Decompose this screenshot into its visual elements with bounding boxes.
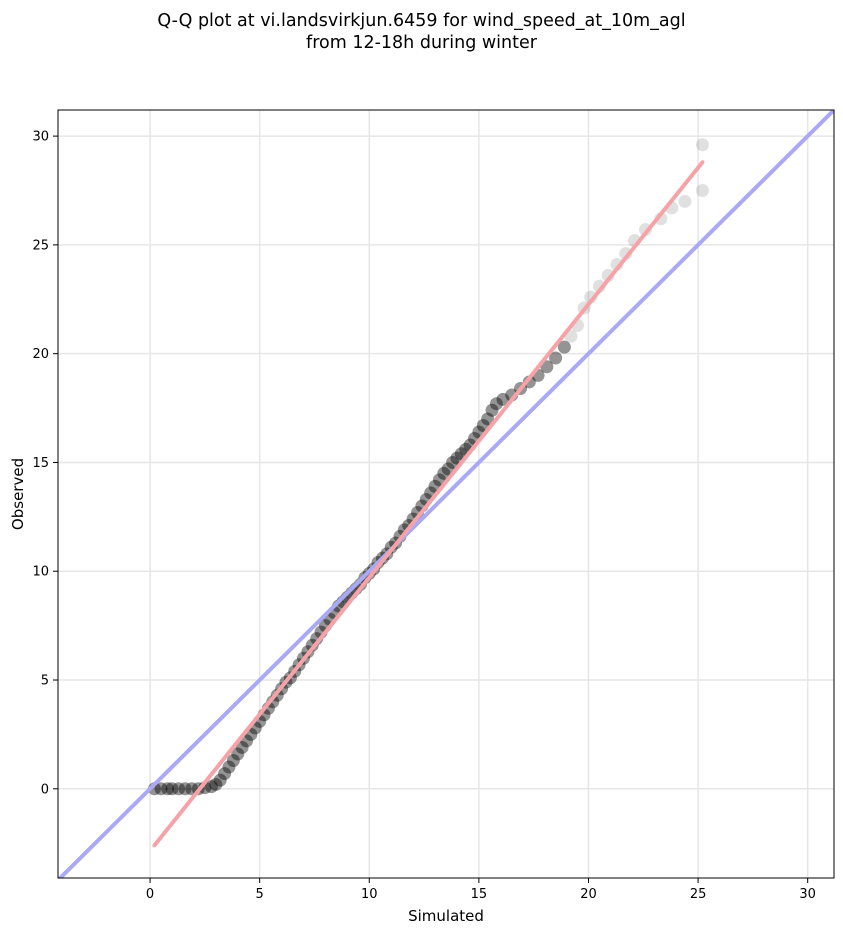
x-tick-label: 10 (361, 887, 378, 902)
data-point (178, 782, 192, 796)
data-point (481, 412, 495, 426)
y-tick-label: 30 (32, 130, 49, 145)
identity-line (58, 110, 834, 878)
data-point (446, 455, 460, 469)
data-point (695, 138, 709, 152)
y-tick-label: 15 (32, 456, 49, 471)
x-tick-label: 25 (690, 887, 707, 902)
data-point (226, 754, 240, 768)
data-point (204, 780, 218, 794)
data-point (172, 782, 186, 796)
data-point (213, 773, 227, 787)
x-axis-label: Simulated (408, 907, 484, 925)
data-points (147, 138, 709, 796)
data-point (161, 782, 175, 796)
chart-title: Q-Q plot at vi.landsvirkjun.6459 for win… (157, 11, 686, 31)
data-point (437, 466, 451, 480)
x-tick-label: 30 (799, 887, 816, 902)
x-tick-label: 15 (471, 887, 488, 902)
x-tick-label: 5 (256, 887, 264, 902)
data-point (154, 782, 168, 796)
y-tick-label: 0 (41, 782, 49, 797)
reference-lines (58, 110, 834, 878)
grid-lines (58, 110, 834, 878)
data-point (695, 183, 709, 197)
data-point (222, 760, 236, 774)
data-point (557, 340, 571, 354)
data-point (231, 747, 245, 761)
x-tick-label: 0 (146, 887, 154, 902)
data-point (489, 397, 503, 411)
axis-ticks: 0 5 10 15 20 25 30 0 5 10 15 20 25 30 (32, 130, 816, 902)
data-point (549, 351, 563, 365)
data-point (496, 392, 510, 406)
y-tick-label: 5 (41, 674, 49, 689)
data-point (218, 767, 232, 781)
data-point (678, 194, 692, 208)
y-axis-label: Observed (9, 458, 27, 530)
x-tick-label: 20 (580, 887, 597, 902)
data-point (209, 777, 223, 791)
y-tick-label: 25 (32, 238, 49, 253)
data-point (235, 740, 249, 754)
y-tick-label: 10 (32, 565, 49, 580)
data-point (165, 782, 179, 796)
chart-subtitle: from 12-18h during winter (306, 33, 537, 53)
y-tick-label: 20 (32, 347, 49, 362)
fit-line (152, 160, 705, 848)
plot-frame (57, 109, 835, 879)
data-point (485, 403, 499, 417)
